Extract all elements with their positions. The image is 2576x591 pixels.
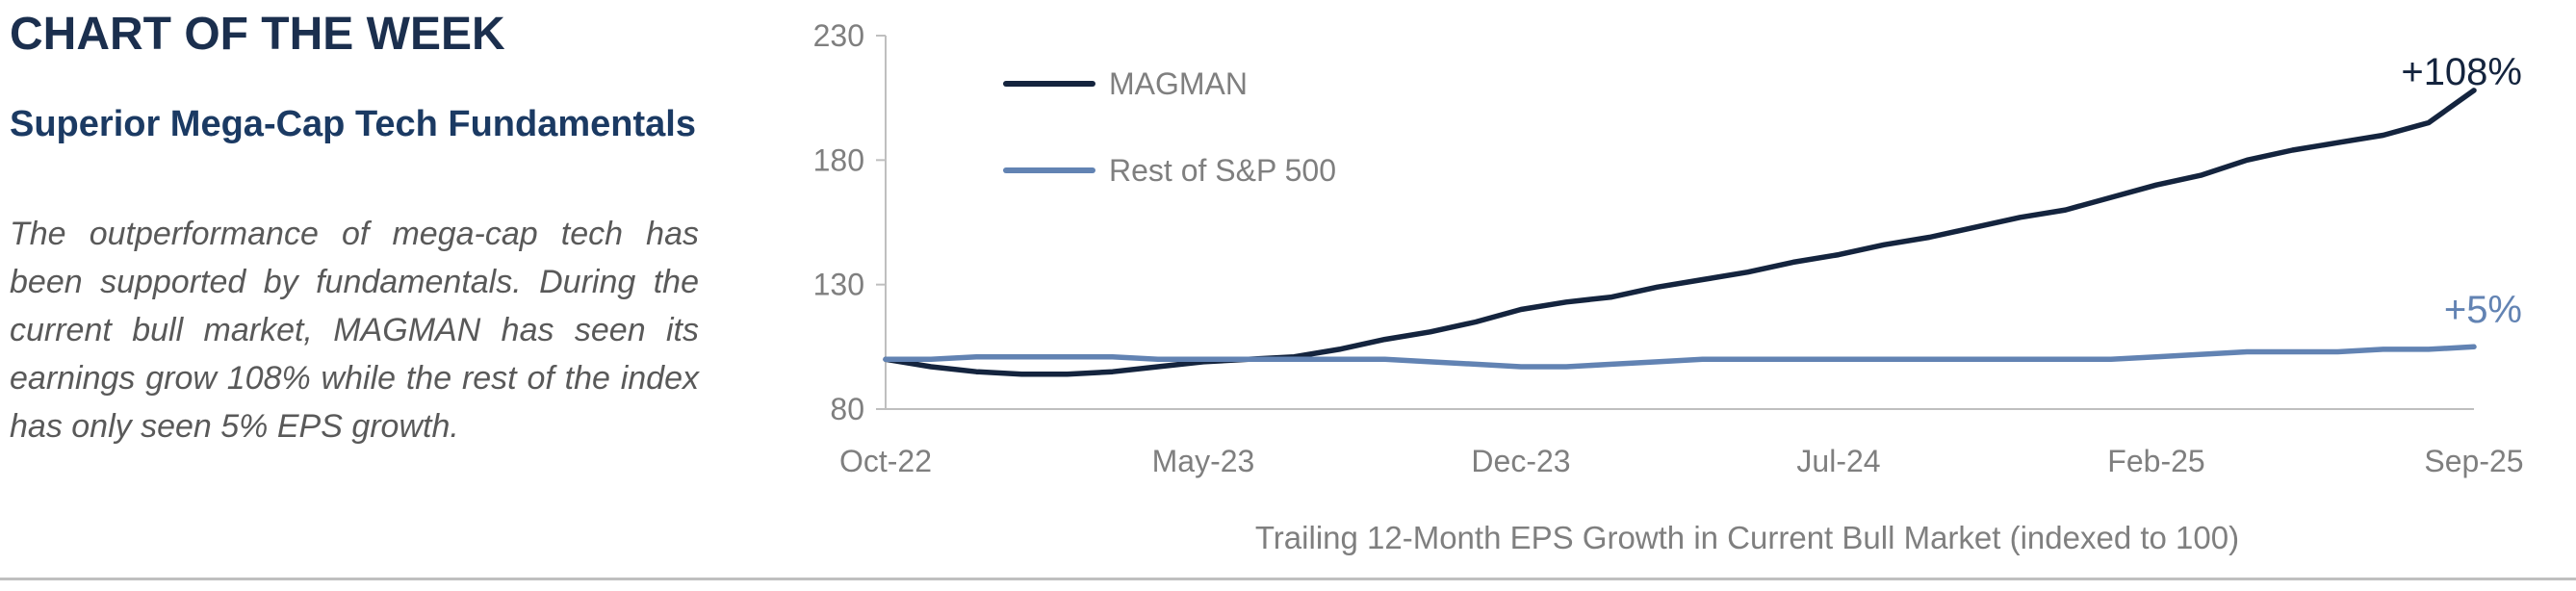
series-line-magman — [883, 88, 2477, 377]
x-tick-label: Dec-23 — [1471, 444, 1570, 478]
y-axis: 80 130 180 230 — [813, 18, 887, 426]
body-text: The outperformance of mega-cap tech has … — [10, 216, 699, 445]
end-value-label: +108% — [2401, 51, 2522, 93]
chart: 80 130 180 230 Oct-22 May-23 Dec-23 Jul-24 Feb-… — [813, 18, 2524, 555]
y-tick-label: 130 — [813, 268, 864, 302]
x-tick-label: May-23 — [1152, 444, 1255, 478]
annotations: +108% +5% — [2401, 51, 2522, 331]
series-line-rest-of-s-p-500 — [883, 344, 2477, 370]
series-layer — [883, 88, 2477, 377]
x-axis-label: Trailing 12-Month EPS Growth in Current … — [1255, 520, 2239, 555]
legend-label: Rest of S&P 500 — [1109, 153, 1336, 188]
section-header: CHART OF THE WEEK — [10, 9, 505, 60]
legend-label: MAGMAN — [1109, 66, 1248, 101]
chart-subtitle: Superior Mega-Cap Tech Fundamentals — [10, 104, 696, 144]
x-axis: Oct-22 May-23 Dec-23 Jul-24 Feb-25 Sep-25 — [839, 408, 2524, 478]
y-tick-label: 180 — [813, 142, 864, 177]
x-tick-label: Oct-22 — [839, 444, 932, 478]
y-tick-label: 230 — [813, 18, 864, 53]
x-tick-label: Feb-25 — [2107, 444, 2204, 478]
y-tick-label: 80 — [830, 392, 864, 426]
end-value-label: +5% — [2444, 289, 2522, 331]
x-tick-label: Sep-25 — [2424, 444, 2523, 478]
legend: MAGMAN Rest of S&P 500 — [1003, 66, 1336, 188]
x-tick-label: Jul-24 — [1796, 444, 1880, 478]
bottom-divider — [0, 578, 2576, 580]
